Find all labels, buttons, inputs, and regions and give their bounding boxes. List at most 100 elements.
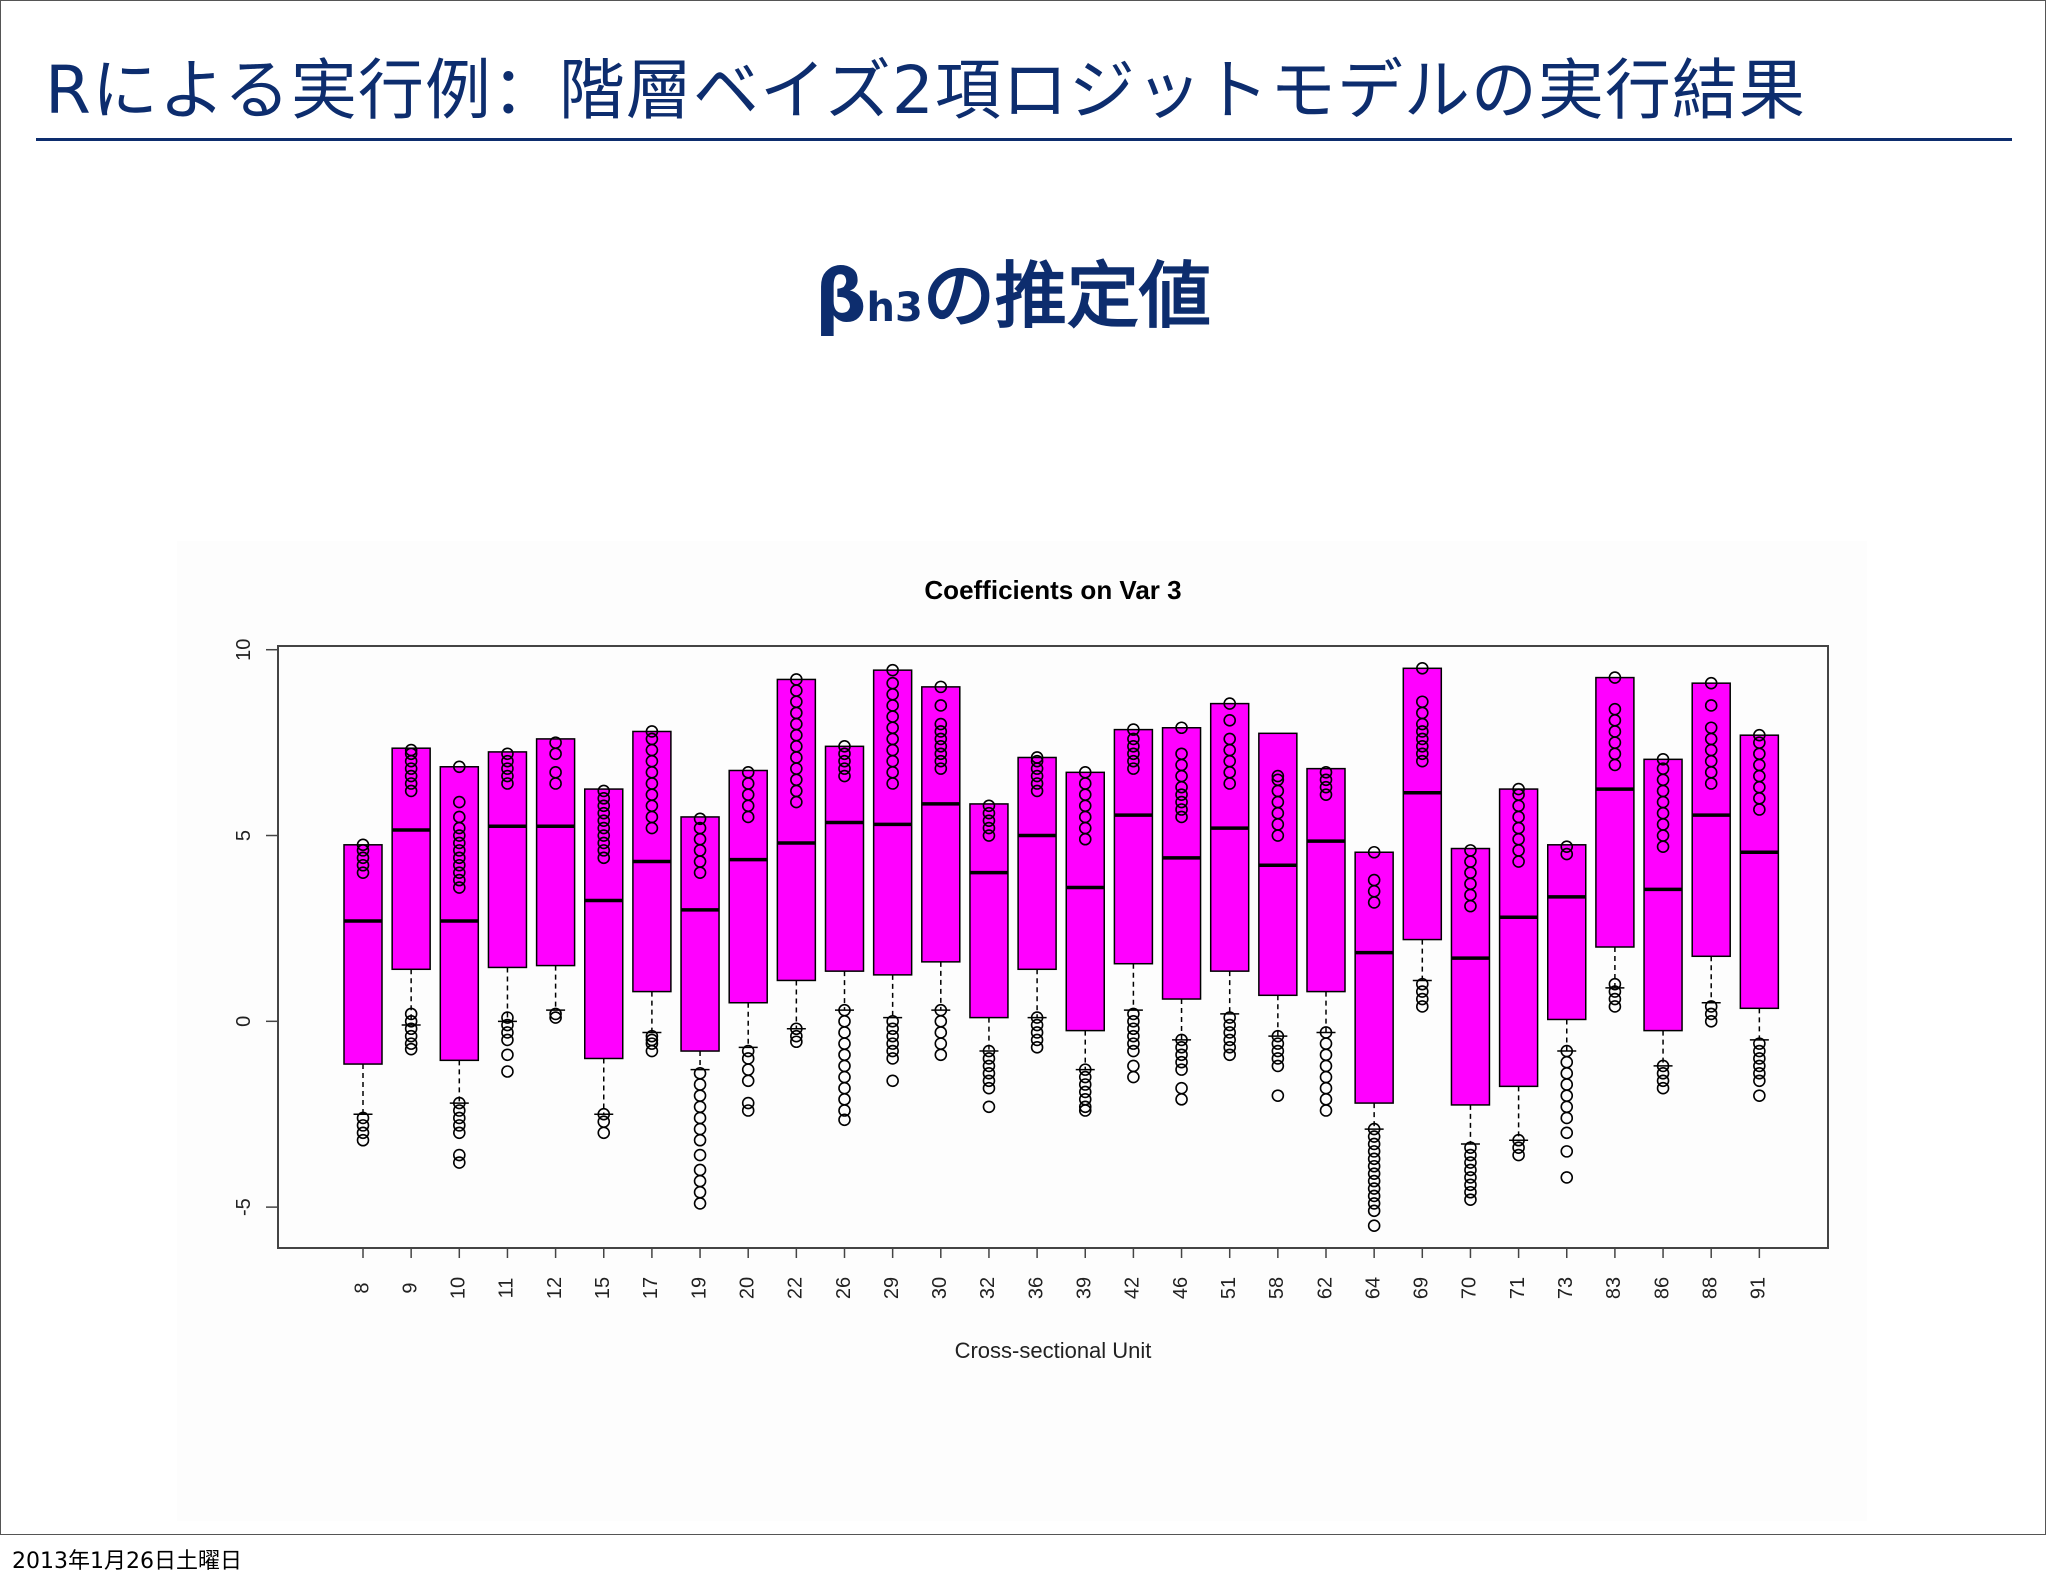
outlier-30 (934, 754, 948, 768)
outlier-70 (1464, 1163, 1477, 1177)
outlier-36 (1030, 751, 1044, 764)
outlier-32 (982, 1067, 996, 1080)
x-tick-label: 12 (544, 1277, 566, 1299)
outlier-42 (1127, 1070, 1140, 1084)
outlier-26 (838, 1113, 851, 1127)
outlier-91 (1753, 1074, 1766, 1088)
box-91 (1739, 734, 1780, 1010)
outlier-71 (1512, 1133, 1525, 1147)
outlier-58 (1271, 1059, 1285, 1073)
box-51 (1209, 702, 1250, 972)
x-tick-label: 86 (1651, 1277, 1673, 1299)
outlier-9 (404, 1015, 418, 1028)
outlier-39 (1078, 1100, 1092, 1114)
outlier-64 (1367, 1219, 1381, 1233)
box-88 (1691, 682, 1731, 958)
outlier-70 (1464, 1141, 1477, 1154)
outlier-29 (886, 1015, 899, 1028)
outlier-10 (452, 844, 466, 857)
outlier-15 (597, 806, 611, 820)
outlier-9 (404, 1037, 418, 1050)
outlier-42 (1127, 732, 1140, 746)
outlier-11 (501, 1065, 514, 1078)
outlier-83 (1608, 671, 1622, 684)
outlier-69 (1416, 747, 1429, 761)
box-29 (872, 669, 913, 976)
outlier-42 (1127, 1007, 1140, 1021)
x-tick-label: 22 (785, 1277, 807, 1299)
x-tick-label: 58 (1266, 1277, 1288, 1299)
outlier-73 (1560, 1126, 1574, 1140)
x-tick-label: 10 (448, 1277, 470, 1299)
outlier-36 (1030, 1018, 1044, 1032)
outlier-42 (1127, 754, 1140, 768)
outlier-58 (1271, 1089, 1285, 1102)
outlier-19 (693, 821, 707, 835)
outlier-19 (693, 1174, 707, 1188)
outlier-70 (1464, 1171, 1477, 1184)
x-tick-label: 11 (496, 1278, 518, 1299)
outlier-42 (1127, 1044, 1140, 1058)
outlier-10 (452, 1096, 466, 1110)
outlier-29 (886, 1044, 899, 1058)
outlier-11 (501, 1033, 514, 1047)
outlier-58 (1271, 1044, 1285, 1058)
outlier-26 (838, 1048, 851, 1062)
outlier-32 (982, 829, 996, 842)
outlier-10 (452, 836, 466, 850)
outlier-32 (982, 806, 996, 820)
outlier-19 (693, 1122, 707, 1136)
outlier-19 (693, 1163, 707, 1177)
outlier-30 (934, 1037, 948, 1050)
outlier-46 (1175, 1033, 1188, 1047)
outlier-46 (1175, 1048, 1188, 1062)
x-tick-label: 30 (929, 1277, 951, 1299)
outlier-17 (645, 725, 659, 738)
outlier-64 (1367, 1204, 1381, 1218)
outlier-83 (1608, 985, 1622, 998)
outlier-26 (838, 754, 851, 768)
outlier-30 (934, 725, 948, 738)
outlier-29 (886, 1022, 899, 1036)
plot-frame (277, 645, 1829, 1249)
x-tick-label: 83 (1603, 1277, 1625, 1299)
outlier-64 (1367, 1137, 1381, 1151)
outlier-26 (838, 1059, 851, 1073)
outlier-42 (1127, 1059, 1140, 1073)
outlier-69 (1416, 977, 1429, 991)
outlier-19 (693, 1089, 707, 1102)
outlier-26 (838, 1026, 851, 1039)
outlier-70 (1464, 1148, 1477, 1162)
outlier-26 (838, 747, 851, 761)
outlier-15 (597, 1115, 611, 1128)
outlier-39 (1078, 1104, 1092, 1117)
outlier-22 (790, 1035, 803, 1049)
outlier-15 (597, 836, 611, 850)
outlier-58 (1271, 1037, 1285, 1050)
outlier-73 (1560, 1171, 1574, 1184)
outlier-51 (1223, 714, 1236, 727)
outlier-64 (1367, 873, 1381, 887)
outlier-42 (1127, 1022, 1140, 1036)
outlier-83 (1608, 1000, 1622, 1013)
outlier-29 (886, 1052, 899, 1065)
y-tick-label: 5 (233, 830, 255, 841)
outlier-73 (1560, 1055, 1574, 1069)
outlier-10 (452, 760, 466, 774)
box-39 (1065, 771, 1105, 1032)
outlier-15 (597, 1107, 611, 1121)
outlier-73 (1560, 1100, 1574, 1114)
outlier-32 (982, 1044, 996, 1058)
outlier-64 (1367, 1145, 1381, 1158)
outlier-91 (1753, 1044, 1766, 1058)
outlier-88 (1704, 1015, 1718, 1028)
outlier-26 (838, 1081, 851, 1095)
outlier-30 (934, 1048, 948, 1062)
outlier-9 (404, 1042, 418, 1056)
outlier-20 (741, 1074, 755, 1088)
outlier-17 (645, 1037, 659, 1050)
outlier-36 (1030, 1011, 1044, 1024)
x-tick-label: 39 (1074, 1277, 1096, 1299)
x-tick-label: 64 (1362, 1277, 1384, 1299)
outlier-70 (1464, 1185, 1477, 1199)
